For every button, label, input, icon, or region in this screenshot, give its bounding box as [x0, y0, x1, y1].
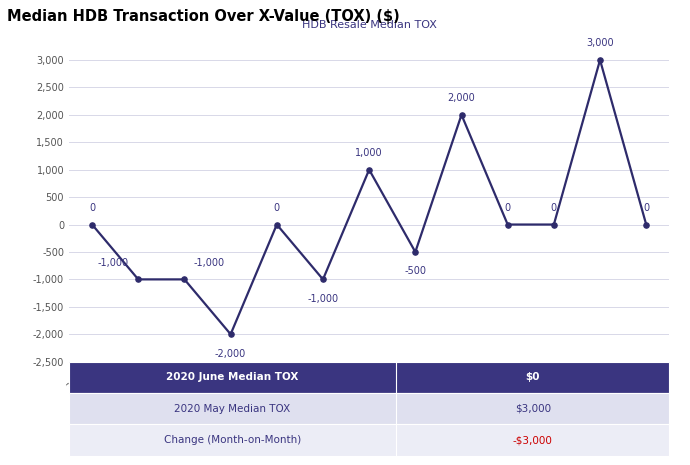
Point	[132, 276, 144, 283]
Text: -2,000: -2,000	[215, 349, 246, 359]
Text: 3,000: 3,000	[586, 38, 614, 48]
Text: -$3,000: -$3,000	[513, 435, 553, 445]
Text: 0: 0	[504, 203, 511, 213]
Bar	[69, 393, 669, 425]
Point	[595, 56, 606, 64]
Text: Median HDB Transaction Over X-Value (TOX) ($): Median HDB Transaction Over X-Value (TOX…	[7, 9, 400, 24]
Text: 0: 0	[89, 203, 95, 213]
Text: 2020 May Median TOX: 2020 May Median TOX	[175, 404, 290, 414]
Point	[456, 111, 467, 119]
Text: $0: $0	[526, 372, 540, 382]
Point	[410, 248, 421, 256]
Point	[86, 221, 97, 228]
Point	[271, 221, 282, 228]
Text: -500: -500	[404, 266, 426, 276]
Point	[179, 276, 190, 283]
Point	[641, 221, 652, 228]
Text: 2020 June Median TOX: 2020 June Median TOX	[166, 372, 299, 382]
Point	[549, 221, 560, 228]
Point	[225, 331, 236, 338]
Text: 0: 0	[274, 203, 280, 213]
Text: 0: 0	[551, 203, 557, 213]
Point	[364, 166, 375, 173]
Text: -1,000: -1,000	[194, 258, 225, 268]
Point	[502, 221, 513, 228]
Text: -1,000: -1,000	[308, 294, 339, 304]
Text: 1,000: 1,000	[355, 148, 383, 158]
Title: HDB Resale Median TOX: HDB Resale Median TOX	[302, 20, 437, 30]
Text: -1,000: -1,000	[98, 258, 129, 268]
Point	[317, 276, 328, 283]
Bar	[69, 425, 669, 456]
Text: 0: 0	[643, 203, 649, 213]
Text: $3,000: $3,000	[515, 404, 551, 414]
Bar	[69, 362, 669, 393]
Text: Change (Month-on-Month): Change (Month-on-Month)	[164, 435, 302, 445]
Text: 2,000: 2,000	[448, 93, 475, 103]
